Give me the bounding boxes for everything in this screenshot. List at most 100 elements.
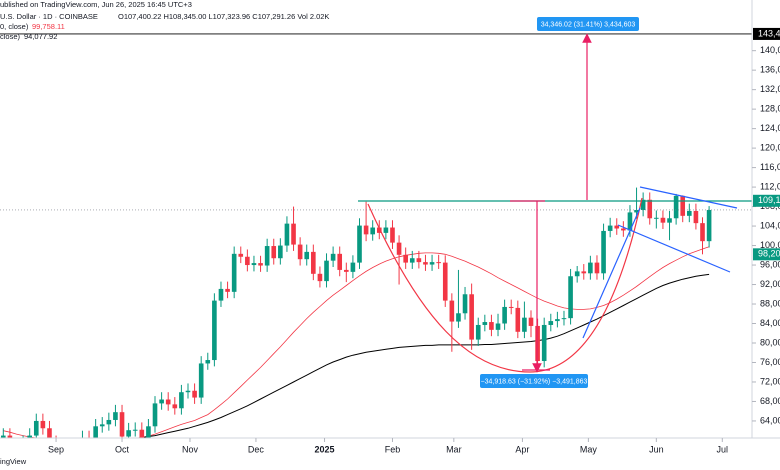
price-label: 109,188.00 — [758, 195, 780, 205]
candle-body — [700, 223, 705, 242]
candle-body — [528, 317, 534, 326]
candle-body — [588, 262, 593, 274]
candle-body — [706, 209, 712, 242]
candle-body — [614, 225, 620, 229]
candle-body — [541, 324, 547, 362]
x-tick-label: Jul — [717, 444, 729, 454]
ma2-label: close) — [0, 32, 21, 41]
candle-body — [442, 262, 448, 301]
symbol: U.S. Dollar · 1D · COINBASE — [0, 12, 98, 21]
candle-body — [106, 419, 112, 425]
candle-body — [508, 306, 514, 308]
drawings: 34,346.02 (31.41%) 3,434,603 −34,918.63 … — [358, 17, 752, 388]
candle-body — [436, 262, 441, 264]
candle-body — [205, 360, 211, 364]
candle-body — [640, 199, 646, 210]
y-tick-label: 88,000.00 — [760, 298, 780, 308]
candle-body — [185, 390, 191, 393]
candle-body — [337, 253, 343, 270]
candle-body — [515, 307, 521, 332]
candle-body — [172, 404, 178, 409]
x-tick-label: Apr — [515, 444, 529, 454]
candle-body — [475, 324, 481, 340]
ma2-value: 94,077.92 — [24, 32, 57, 41]
x-tick-label: Feb — [385, 444, 401, 454]
candle-body — [284, 223, 290, 246]
ma1-value: 99,758.11 — [32, 22, 65, 31]
y-tick-label: 128,000.00 — [760, 104, 780, 114]
y-tick-label: 112,000.00 — [760, 181, 780, 191]
moving-average — [3, 246, 710, 438]
candle-body — [370, 227, 375, 235]
y-tick-label: 92,000.00 — [760, 279, 780, 289]
candle-body — [146, 426, 151, 438]
flag-lower — [617, 224, 731, 273]
candle-body — [687, 210, 692, 216]
candle-body — [317, 273, 323, 282]
candle-body — [218, 288, 224, 301]
flag-upper — [639, 186, 738, 209]
candle-body — [198, 363, 204, 398]
candle-body — [581, 271, 587, 274]
candle-body — [489, 322, 494, 330]
y-tick-label: 100,000.00 — [760, 240, 780, 250]
candle-body — [574, 271, 580, 277]
candle-body — [0, 435, 6, 438]
candle-body — [330, 253, 336, 261]
y-tick-label: 124,000.00 — [760, 123, 780, 133]
candle-body — [456, 313, 461, 322]
candle-body — [297, 244, 303, 260]
price-label: 143,434.60 — [758, 28, 780, 38]
candle-body — [159, 399, 164, 404]
candle-body — [667, 218, 672, 223]
candle-body — [621, 228, 626, 231]
candle-body — [403, 254, 408, 263]
candle-body — [548, 321, 554, 325]
candle-body — [251, 263, 257, 266]
y-tick-label: 136,000.00 — [760, 65, 780, 75]
candle-body — [119, 412, 125, 437]
candle-body — [680, 195, 686, 216]
candle-body — [27, 435, 32, 438]
candle-body — [654, 217, 659, 219]
candle-body — [462, 294, 468, 314]
y-tick-label: 64,000.00 — [760, 415, 780, 425]
candle-body — [673, 195, 679, 219]
candle-body — [192, 390, 197, 398]
plot-area — [0, 33, 752, 438]
candle-body — [113, 412, 118, 420]
candle-body — [634, 209, 639, 213]
candle-body — [245, 256, 250, 266]
candle-body — [126, 430, 131, 437]
x-tick-label: Sep — [48, 444, 64, 454]
y-tick-label: 80,000.00 — [760, 337, 780, 347]
y-tick-label: 120,000.00 — [760, 142, 780, 152]
candle-body — [495, 323, 501, 330]
measure-down-box — [480, 374, 588, 388]
x-tick-label: Oct — [115, 444, 130, 454]
footer: ingView — [0, 457, 27, 466]
candle-body — [7, 435, 13, 438]
candle-body — [469, 294, 474, 340]
candle-body — [376, 227, 382, 233]
candle-body — [231, 253, 237, 292]
candle-body — [647, 199, 653, 219]
x-tick-label: Mar — [446, 444, 462, 454]
candle-body — [568, 276, 573, 319]
x-tick-label: 2025 — [315, 444, 335, 454]
candle-body — [607, 225, 613, 231]
candle-body — [383, 227, 389, 233]
trend-line — [582, 207, 641, 339]
candle-body — [324, 260, 329, 282]
y-tick-label: 96,000.00 — [760, 259, 780, 269]
candle-body — [33, 420, 39, 436]
candle-body — [343, 269, 349, 272]
candle-body — [416, 258, 422, 263]
candle-body — [225, 288, 230, 292]
candle-body — [627, 212, 633, 231]
candle-body — [264, 246, 270, 266]
candle-body — [522, 317, 527, 332]
y-tick-label: 116,000.00 — [760, 162, 780, 172]
